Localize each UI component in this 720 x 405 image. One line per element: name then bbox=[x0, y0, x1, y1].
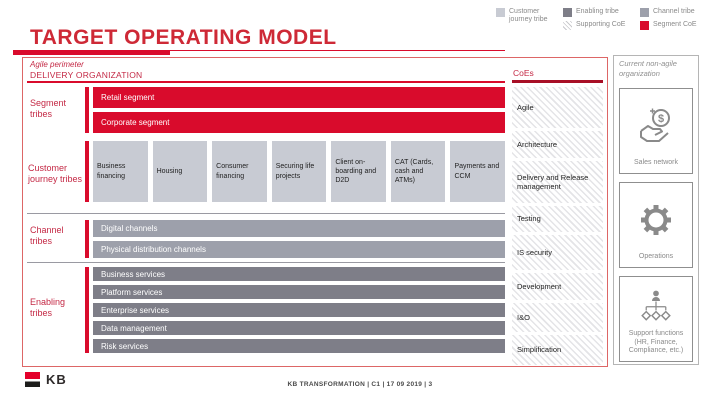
agile-perimeter-frame bbox=[22, 57, 608, 367]
enabling-swatch-icon bbox=[563, 8, 572, 17]
non-agile-title: Current non-agile organization bbox=[619, 59, 677, 78]
page-title: TARGET OPERATING MODEL bbox=[30, 26, 337, 49]
segment-coe-swatch-icon bbox=[640, 21, 649, 30]
business-services-bar: Business services bbox=[93, 267, 505, 281]
title-underline-accent bbox=[13, 50, 170, 55]
org-chart-icon bbox=[638, 277, 674, 330]
legend-item-customer-journey: Customer journey tribe bbox=[496, 8, 552, 25]
legend-column: Channel tribe Segment CoE bbox=[640, 8, 702, 30]
row-divider bbox=[27, 262, 505, 263]
sales-network-box: $ Sales network bbox=[619, 88, 693, 174]
customer-journey-swatch-icon bbox=[496, 8, 505, 17]
coe-io: I&O bbox=[512, 303, 603, 332]
operations-box: Operations bbox=[619, 182, 693, 268]
retail-segment-bar: Retail segment bbox=[93, 87, 505, 108]
support-functions-box: Support functions (HR, Finance, Complian… bbox=[619, 276, 693, 362]
segment-tribes-label: Segment tribes bbox=[30, 98, 67, 120]
legend-item-channel: Channel tribe bbox=[640, 8, 702, 17]
tribe-box: Payments and CCM bbox=[450, 141, 506, 202]
kb-logo-text: KB bbox=[46, 372, 67, 387]
coes-underline bbox=[512, 80, 603, 83]
customer-journey-accent-bar bbox=[85, 141, 89, 202]
legend-label: Segment CoE bbox=[653, 21, 697, 28]
tribe-box: Business financing bbox=[93, 141, 148, 202]
legend-item-enabling: Enabling tribe bbox=[563, 8, 629, 17]
legend-item-segment-coe: Segment CoE bbox=[640, 21, 702, 30]
legend-label: Customer journey tribe bbox=[509, 8, 548, 24]
channel-tribes-label: Channel tribes bbox=[30, 225, 64, 247]
segment-accent-bar bbox=[85, 87, 89, 133]
tribe-box: Securing life projects bbox=[271, 141, 327, 202]
kb-logo-icon bbox=[25, 372, 40, 387]
non-agile-frame bbox=[613, 55, 699, 365]
legend-label: Channel tribe bbox=[653, 8, 695, 15]
risk-services-bar: Risk services bbox=[93, 339, 505, 353]
row-divider bbox=[27, 213, 505, 214]
tribe-box: Consumer financing bbox=[212, 141, 267, 202]
legend-label: Enabling tribe bbox=[576, 8, 619, 15]
agile-perimeter-label: Agile perimeter bbox=[30, 60, 84, 69]
supporting-coe-swatch-icon bbox=[563, 21, 572, 30]
tribe-box: Housing bbox=[152, 141, 208, 202]
coe-delivery-release: Delivery and Release management bbox=[512, 161, 603, 203]
kb-logo: KB bbox=[25, 372, 67, 387]
coe-testing: Testing bbox=[512, 206, 603, 232]
digital-channels-bar: Digital channels bbox=[93, 220, 505, 237]
customer-journey-boxes: Business financing Housing Consumer fina… bbox=[93, 141, 506, 202]
legend-item-supporting-coe: Supporting CoE bbox=[563, 21, 629, 30]
platform-services-bar: Platform services bbox=[93, 285, 505, 299]
physical-distribution-bar: Physical distribution channels bbox=[93, 241, 505, 258]
tribe-box: Client on-boarding and D2D bbox=[331, 141, 386, 202]
coe-is-security: IS security bbox=[512, 235, 603, 270]
corporate-segment-bar: Corporate segment bbox=[93, 112, 505, 133]
coe-development: Development bbox=[512, 273, 603, 300]
customer-journey-tribes-label: Customer journey tribes bbox=[28, 163, 83, 185]
coe-architecture: Architecture bbox=[512, 131, 603, 158]
non-agile-box-label: Support functions (HR, Finance, Complian… bbox=[628, 329, 684, 355]
coe-agile: Agile bbox=[512, 87, 603, 128]
enterprise-services-bar: Enterprise services bbox=[93, 303, 505, 317]
non-agile-box-label: Sales network bbox=[634, 159, 678, 167]
legend-column: Customer journey tribe bbox=[496, 8, 552, 30]
legend: Customer journey tribe Enabling tribe Su… bbox=[496, 8, 702, 30]
coe-simplification: Simplification bbox=[512, 335, 603, 365]
tribe-box: CAT (Cards, cash and ATMs) bbox=[390, 141, 446, 202]
non-agile-box-label: Operations bbox=[638, 253, 674, 261]
gear-icon bbox=[636, 183, 676, 253]
data-management-bar: Data management bbox=[93, 321, 505, 335]
title-underline bbox=[13, 50, 505, 51]
enabling-tribes-label: Enabling tribes bbox=[30, 297, 66, 319]
coes-label: CoEs bbox=[513, 68, 534, 78]
legend-label: Supporting CoE bbox=[576, 21, 626, 28]
enabling-accent-bar bbox=[85, 267, 89, 353]
slide-footer: KB TRANSFORMATION | C1 | 17 09 2019 | 3 bbox=[287, 381, 433, 388]
channel-swatch-icon bbox=[640, 8, 649, 17]
hand-coin-icon: $ bbox=[635, 89, 677, 159]
delivery-organization-label: DELIVERY ORGANIZATION bbox=[30, 70, 143, 80]
legend-column: Enabling tribe Supporting CoE bbox=[563, 8, 629, 30]
delivery-underline bbox=[27, 81, 505, 83]
svg-text:$: $ bbox=[658, 113, 664, 125]
channel-accent-bar bbox=[85, 220, 89, 258]
